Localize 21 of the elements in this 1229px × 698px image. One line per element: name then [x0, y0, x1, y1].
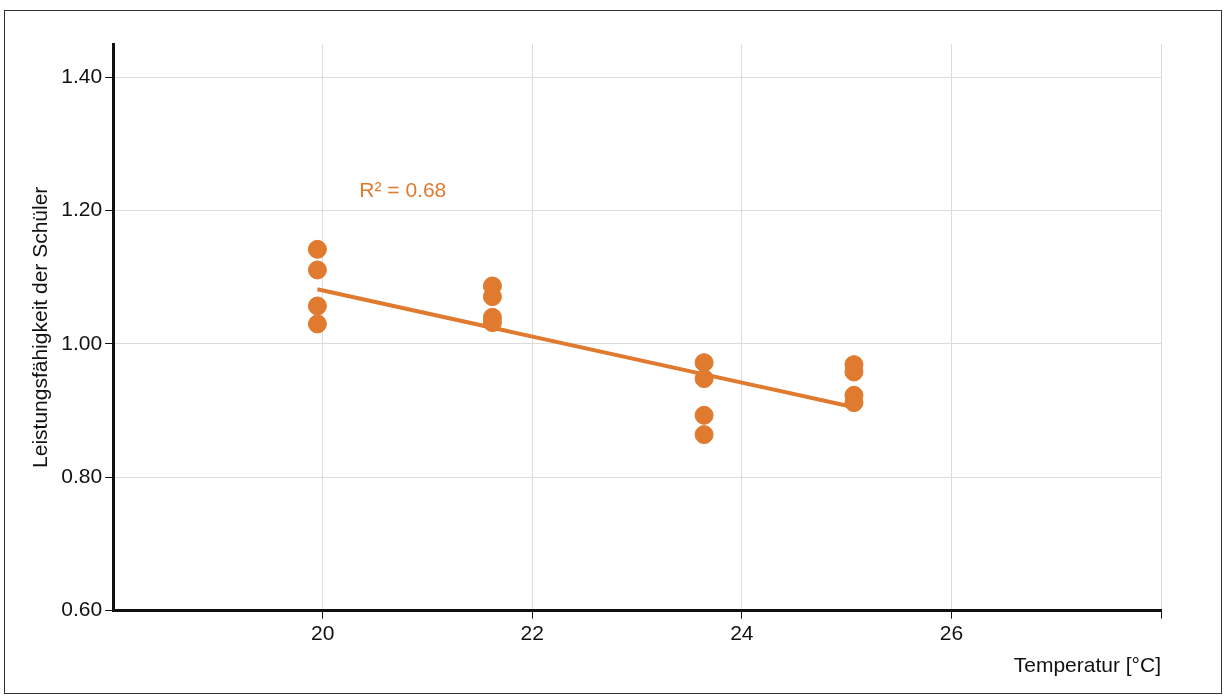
point	[307, 260, 327, 280]
x-tick-label: 24	[730, 621, 754, 644]
y-tick-label: 0.60	[61, 597, 103, 621]
point	[307, 296, 327, 316]
x-tick-label: 26	[939, 621, 964, 644]
point	[694, 405, 714, 425]
point	[482, 287, 502, 307]
y-tick-label: 0.80	[61, 464, 103, 488]
point	[307, 239, 327, 259]
x-tick-label: 22	[520, 621, 544, 644]
x-axis-title: Temperatur [°C]	[1013, 653, 1161, 677]
point	[694, 353, 714, 373]
point	[307, 314, 327, 334]
annotation: R² = 0.68	[359, 178, 447, 202]
point	[694, 369, 714, 389]
point	[694, 425, 714, 445]
y-axis-title: Leistungsfähigkeit der Schüler	[28, 186, 52, 468]
y-tick-label: 1.00	[61, 330, 103, 354]
x-tick-label: 20	[310, 621, 335, 644]
y-tick-label: 1.20	[61, 197, 103, 221]
y-tick-label: 1.40	[61, 64, 103, 88]
